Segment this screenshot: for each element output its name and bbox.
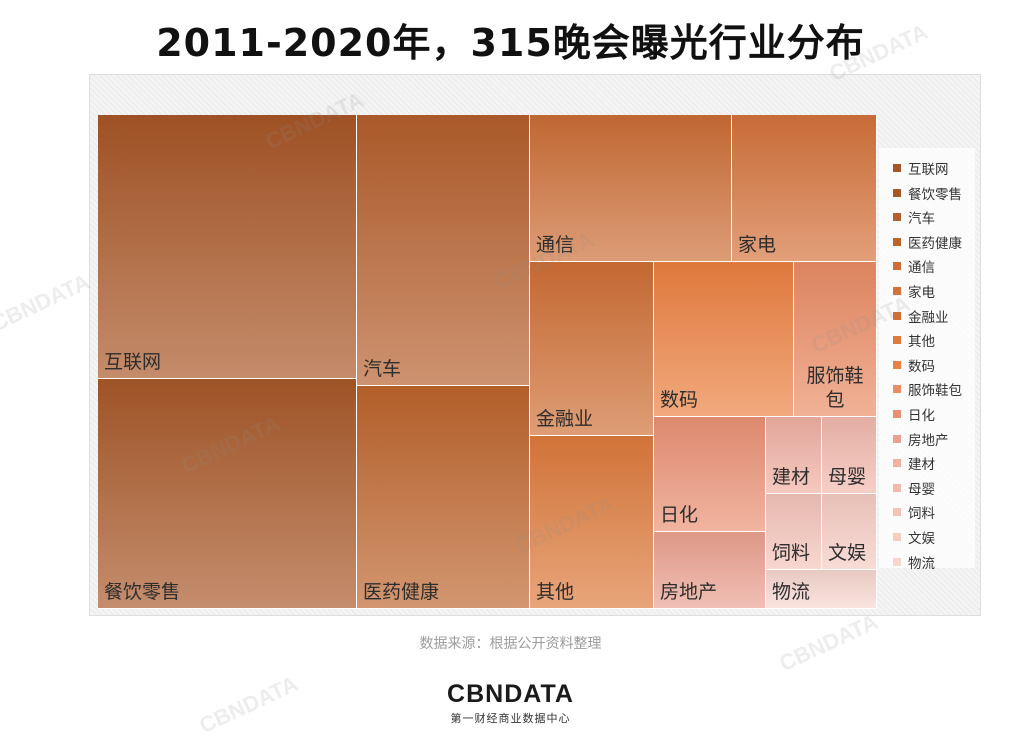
treemap-cell-label: 其他 — [536, 581, 575, 603]
legend-item: 饲料 — [893, 502, 935, 522]
legend-swatch — [893, 434, 901, 443]
legend-label: 通信 — [908, 260, 935, 277]
legend-swatch — [893, 311, 901, 320]
treemap-cell: 日化 — [654, 417, 766, 532]
legend-swatch — [893, 557, 901, 566]
legend-swatch — [893, 287, 901, 295]
legend-label: 汽车 — [908, 211, 935, 228]
treemap-cell: 服饰鞋包 — [794, 262, 877, 417]
legend-label: 家电 — [908, 285, 935, 301]
chart-frame: 互联网 餐饮零售 汽车 医药健康 通信 家电 金融业 其他 数码 服饰鞋包 日化 房地产 建材 母婴 饲料文… — [89, 74, 981, 616]
legend-swatch — [893, 410, 901, 418]
treemap-cell-label: 母婴 — [828, 466, 867, 488]
treemap-cell-label: 文娱 — [828, 542, 867, 564]
legend-swatch — [893, 385, 901, 394]
legend-label: 数码 — [908, 358, 935, 375]
treemap-cell-label: 汽车 — [363, 358, 402, 380]
legend-item: 通信 — [893, 256, 935, 276]
legend-swatch — [893, 360, 901, 369]
legend-label: 房地产 — [908, 432, 949, 449]
treemap-cell: 餐饮零售 — [98, 379, 357, 609]
treemap-cell: 物流 — [766, 570, 877, 609]
cbndata-logo-subtitle: 第一财经商业数据中心 — [450, 712, 571, 725]
treemap-cell: 母婴 — [822, 417, 877, 494]
legend-swatch — [893, 459, 901, 468]
treemap-cell-label: 日化 — [660, 504, 699, 526]
treemap-cell: 家电 — [732, 115, 877, 262]
treemap-cell-label: 互联网 — [104, 351, 162, 373]
legend-swatch — [893, 164, 901, 172]
legend-label: 医药健康 — [908, 235, 962, 252]
legend-label: 建材 — [908, 457, 935, 474]
treemap-cell-label: 物流 — [772, 581, 811, 603]
legend-item: 日化 — [893, 404, 935, 424]
treemap-cell: 数码 — [654, 262, 794, 417]
legend-swatch — [893, 213, 901, 222]
treemap-cell-label: 餐饮零售 — [104, 581, 181, 603]
legend-item: 建材 — [893, 453, 935, 473]
legend-item: 物流 — [893, 552, 935, 572]
legend-swatch — [893, 188, 901, 197]
treemap-cell-label: 饲料 — [772, 542, 811, 564]
treemap-cell: 通信 — [530, 115, 732, 262]
legend-item: 家电 — [893, 281, 935, 301]
legend-item: 文娱 — [893, 527, 935, 547]
legend-item: 房地产 — [893, 429, 949, 449]
legend-item: 餐饮零售 — [893, 183, 962, 203]
treemap-cell-label: 数码 — [660, 389, 699, 411]
treemap-cell-label: 房地产 — [660, 581, 718, 603]
legend-label: 服饰鞋包 — [908, 383, 962, 400]
legend-swatch — [893, 533, 901, 541]
treemap-cell: 饲料 — [766, 494, 822, 570]
legend-swatch — [893, 483, 901, 492]
legend-label: 金融业 — [908, 309, 949, 326]
data-source-note: 数据来源：根据公开资料整理 — [419, 636, 602, 652]
treemap-cell-label: 服饰鞋包 — [806, 365, 864, 411]
legend-swatch — [893, 508, 901, 517]
legend-label: 其他 — [908, 334, 935, 351]
treemap-cell: 金融业 — [530, 262, 654, 436]
legend-swatch — [893, 237, 901, 246]
legend-label: 文娱 — [908, 531, 935, 547]
treemap-cell: 互联网 — [98, 115, 357, 379]
treemap-cell-label: 建材 — [772, 466, 811, 488]
legend-swatch — [893, 262, 901, 271]
legend-label: 饲料 — [908, 506, 935, 523]
legend-label: 日化 — [908, 408, 935, 424]
legend-item: 汽车 — [893, 207, 935, 227]
treemap-cell-label: 家电 — [738, 234, 777, 256]
treemap-cell: 汽车 — [357, 115, 530, 386]
treemap-cell: 建材 — [766, 417, 822, 494]
watermark: CBNDATA — [0, 268, 94, 337]
legend-label: 餐饮零售 — [908, 186, 962, 203]
legend-item: 医药健康 — [893, 232, 962, 252]
treemap-cell: 房地产 — [654, 532, 766, 609]
legend-label: 物流 — [908, 555, 935, 572]
treemap-cell: 其他 — [530, 436, 654, 609]
legend-item: 数码 — [893, 355, 935, 375]
legend: 互联网餐饮零售汽车医药健康通信家电金融业其他数码服饰鞋包日化房地产建材母婴饲料文… — [879, 148, 975, 572]
treemap-cell: 文娱 — [822, 494, 877, 570]
legend-label: 互联网 — [908, 162, 949, 178]
legend-item: 互联网 — [893, 158, 949, 178]
legend-label: 母婴 — [908, 481, 935, 498]
treemap-cell-label: 医药健康 — [363, 581, 440, 603]
legend-item: 母婴 — [893, 478, 935, 498]
legend-item: 金融业 — [893, 306, 949, 326]
treemap-cell-label: 金融业 — [536, 408, 594, 430]
legend-swatch — [893, 336, 901, 345]
chart-title: 2011-2020年，315晚会曝光行业分布 — [156, 21, 865, 65]
treemap-cell-label: 通信 — [536, 234, 575, 256]
treemap: 互联网餐饮零售 汽车医药健康 通信 家电金融业其他 数码 服饰鞋包日化房地产 建材 母婴饲料文… — [98, 115, 877, 609]
legend-item: 服饰鞋包 — [893, 379, 962, 399]
cbndata-logo: CBNDATA — [447, 680, 574, 708]
treemap-cell: 医药健康 — [357, 386, 530, 609]
legend-item: 其他 — [893, 330, 935, 350]
